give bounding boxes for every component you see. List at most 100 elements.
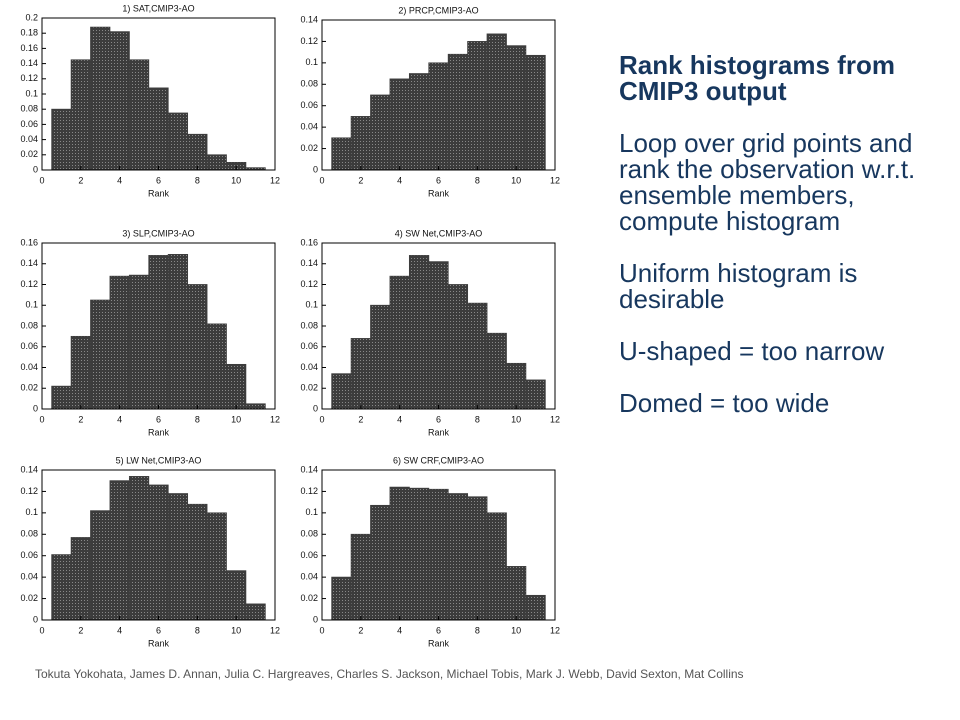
x-tick-label: 2 (78, 175, 83, 185)
y-tick-label: 0.14 (20, 464, 38, 474)
bar (70, 537, 91, 621)
y-tick-label: 0.1 (25, 88, 38, 98)
panel-heading: Rank histograms from CMIP3 output (619, 50, 895, 106)
x-tick-label: 12 (270, 175, 280, 185)
bar (90, 26, 111, 171)
chart-title: 6) SW CRF,CMIP3-AO (393, 455, 484, 465)
bar (70, 59, 91, 171)
histogram-chart: 4) SW Net,CMIP3-AO 0 2 4 6 8 10 12 0 0.02 0.04 0.06… (300, 228, 560, 437)
y-tick-label: 0.14 (300, 464, 318, 474)
y-tick-label: 0.04 (300, 362, 318, 372)
credits: Tokuta Yokohata, James D. Annan, Julia C… (35, 667, 744, 681)
bar (206, 154, 227, 171)
x-tick-label: 6 (436, 414, 441, 424)
y-tick-label: 0.06 (20, 341, 38, 351)
y-tick-label: 0.12 (20, 73, 38, 83)
y-tick-label: 0.12 (20, 279, 38, 289)
x-tick-label: 0 (319, 414, 324, 424)
y-tick-label: 0.12 (300, 486, 318, 496)
x-tick-label: 4 (397, 625, 402, 635)
y-tick-label: 0.14 (300, 258, 318, 268)
y-tick-label: 0.02 (300, 593, 318, 603)
y-tick-label: 0.02 (300, 383, 318, 393)
bar (148, 255, 169, 410)
y-tick-label: 0.1 (25, 300, 38, 310)
x-tick-label: 0 (319, 175, 324, 185)
y-tick-label: 0.02 (20, 383, 38, 393)
x-tick-label: 12 (270, 414, 280, 424)
y-tick-label: 0.04 (300, 122, 318, 132)
bar (350, 338, 371, 410)
bar (206, 512, 227, 621)
y-tick-label: 0.06 (300, 550, 318, 560)
y-tick-label: 0.18 (20, 28, 38, 38)
y-tick-label: 0.08 (300, 79, 318, 89)
x-tick-label: 0 (319, 625, 324, 635)
x-tick-label: 2 (78, 625, 83, 635)
x-tick-label: 4 (397, 175, 402, 185)
x-tick-label: 10 (231, 175, 241, 185)
bar (447, 53, 469, 171)
bar (389, 275, 410, 410)
y-tick-label: 0.1 (25, 507, 38, 517)
y-tick-label: 0.08 (300, 320, 318, 330)
y-tick-label: 0.02 (20, 149, 38, 159)
y-tick-label: 0.06 (20, 550, 38, 560)
y-tick-label: 0 (313, 614, 318, 624)
bar (226, 363, 247, 410)
y-tick-label: 0 (313, 164, 318, 174)
bar (467, 302, 488, 410)
histogram-chart: 6) SW CRF,CMIP3-AO 0 2 4 6 8 10 12 0 0.02 0.04 0.06… (300, 455, 560, 648)
x-tick-label: 10 (511, 175, 521, 185)
x-tick-label: 10 (511, 625, 521, 635)
bar (148, 484, 169, 621)
bar (467, 496, 488, 621)
text-panel: Rank histograms from CMIP3 output Loop o… (619, 52, 939, 442)
bar (350, 533, 371, 621)
x-axis-label: Rank (148, 427, 170, 437)
chart-title: 5) LW Net,CMIP3-AO (116, 455, 202, 465)
y-tick-label: 0.04 (300, 572, 318, 582)
y-tick-label: 0.04 (20, 362, 38, 372)
x-tick-label: 12 (550, 175, 560, 185)
bar (51, 385, 72, 410)
chart-title: 3) SLP,CMIP3-AO (122, 228, 194, 238)
x-tick-label: 4 (117, 625, 122, 635)
x-axis-label: Rank (148, 638, 170, 648)
x-tick-label: 4 (117, 175, 122, 185)
bar (148, 87, 169, 171)
x-tick-label: 12 (550, 414, 560, 424)
panel-paragraph: Loop over grid points and rank the obser… (619, 128, 916, 236)
panel-paragraph: U-shaped = too narrow (619, 336, 885, 366)
bar (408, 73, 430, 171)
histogram-chart: 1) SAT,CMIP3-AO 0 2 4 6 8 10 12 0 0.02 0.04 0.06 0.0… (20, 3, 280, 198)
x-tick-label: 4 (117, 414, 122, 424)
bar (245, 403, 266, 410)
bar (486, 33, 507, 171)
y-tick-label: 0 (313, 403, 318, 413)
bar (389, 78, 410, 171)
x-tick-label: 6 (436, 625, 441, 635)
bar (128, 274, 150, 410)
y-tick-label: 0.16 (20, 237, 38, 247)
x-axis-label: Rank (148, 188, 170, 198)
y-tick-label: 0.08 (20, 320, 38, 330)
bar (109, 480, 130, 621)
x-tick-label: 12 (550, 625, 560, 635)
bar (167, 112, 189, 171)
x-tick-label: 2 (358, 625, 363, 635)
y-tick-label: 0 (33, 614, 38, 624)
y-tick-label: 0.16 (20, 43, 38, 53)
bar (486, 332, 507, 410)
bar (428, 62, 449, 171)
x-tick-label: 0 (39, 175, 44, 185)
bar (370, 94, 391, 171)
bar (245, 603, 266, 621)
x-tick-label: 8 (475, 175, 480, 185)
bar (506, 566, 527, 621)
y-tick-label: 0.12 (300, 279, 318, 289)
histogram-chart: 2) PRCP,CMIP3-AO 0 2 4 6 8 10 12 0 0.02 0.04 0.06 0.… (300, 5, 560, 198)
x-tick-label: 2 (358, 175, 363, 185)
x-tick-label: 0 (39, 625, 44, 635)
